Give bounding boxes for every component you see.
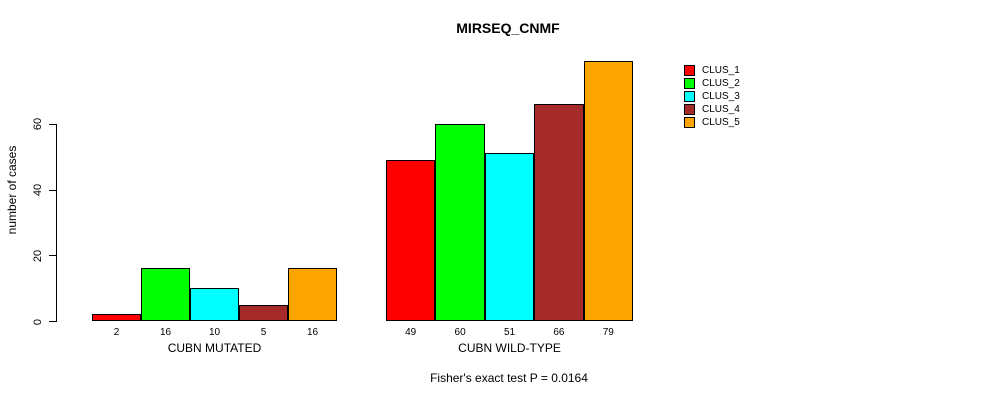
bar-value-label: 2 [113, 327, 120, 338]
category-label: CUBN MUTATED [167, 341, 262, 355]
legend-item: CLUS_3 [684, 90, 740, 103]
bar [534, 104, 584, 321]
bar [92, 314, 141, 321]
bar [288, 268, 337, 321]
bar-value-label: 10 [208, 327, 221, 338]
bar-value-label: 60 [454, 327, 466, 338]
legend-label: CLUS_2 [702, 78, 740, 89]
bar-value-label: 49 [405, 327, 417, 338]
y-tick-label: 60 [32, 118, 44, 131]
legend-label: CLUS_4 [702, 104, 740, 115]
bar [386, 160, 436, 321]
y-tick-label: 0 [32, 318, 44, 325]
legend-swatch [684, 65, 695, 76]
bar-value-label: 66 [553, 327, 565, 338]
chart-title: MIRSEQ_CNMF [456, 20, 560, 36]
bar [141, 268, 190, 321]
y-tick-label: 40 [32, 183, 44, 197]
bar-value-label: 5 [260, 327, 267, 338]
y-tick-mark [49, 255, 56, 257]
bar [239, 304, 288, 321]
legend: CLUS_1 CLUS_2 CLUS_3 CLUS_4 CLUS_5 [684, 64, 740, 129]
legend-item: CLUS_2 [684, 77, 740, 90]
legend-label: CLUS_1 [702, 65, 740, 76]
y-tick-label: 20 [32, 249, 44, 262]
y-tick-mark [49, 189, 56, 191]
legend-label: CLUS_5 [702, 117, 740, 128]
legend-swatch [684, 104, 695, 115]
y-tick-mark [49, 123, 56, 125]
bar [583, 61, 633, 321]
bar-value-label: 16 [159, 327, 172, 338]
y-axis [56, 124, 57, 322]
legend-item: CLUS_1 [684, 64, 740, 77]
category-label: CUBN WILD-TYPE [458, 341, 561, 355]
fisher-test-annotation: Fisher's exact test P = 0.0164 [430, 371, 588, 385]
bar [484, 153, 535, 321]
bar [190, 288, 239, 321]
bar-value-label: 16 [306, 327, 319, 338]
bar [435, 123, 485, 321]
y-tick-mark [49, 321, 56, 322]
legend-item: CLUS_5 [684, 116, 740, 129]
legend-swatch [684, 117, 695, 128]
legend-item: CLUS_4 [684, 103, 740, 116]
legend-swatch [684, 91, 695, 102]
legend-label: CLUS_3 [702, 91, 740, 102]
y-axis-label: number of cases [5, 145, 19, 235]
legend-swatch [684, 78, 695, 89]
bar-value-label: 51 [503, 327, 516, 338]
bar-value-label: 79 [602, 327, 614, 338]
